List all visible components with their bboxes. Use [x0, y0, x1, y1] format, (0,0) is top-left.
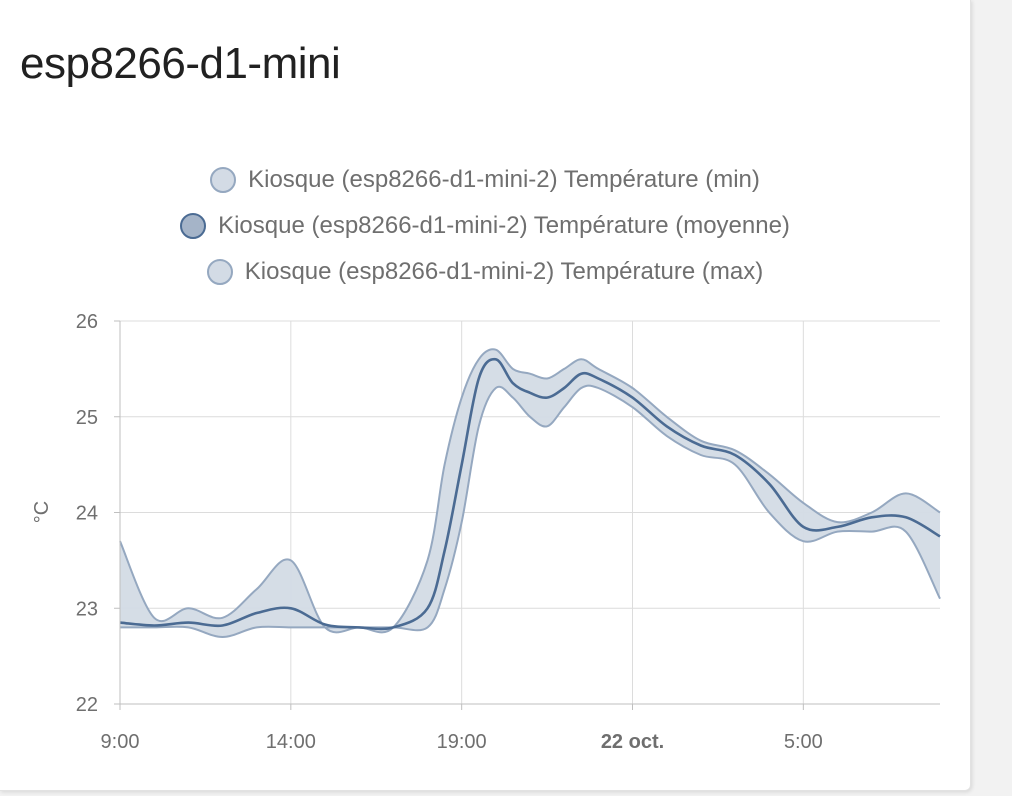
- y-tick-label: 23: [76, 598, 98, 620]
- y-axis-label: °C: [31, 501, 53, 523]
- legend-item-mean[interactable]: Kiosque (esp8266-d1-mini-2) Température …: [180, 210, 790, 242]
- temperature-chart[interactable]: 22 23 24 25 26 9:00 14:00 19:00 22 oct. 5:00 °C: [0, 300, 970, 780]
- series-line-max[interactable]: [119, 348, 941, 634]
- y-tick-label: 25: [76, 407, 98, 429]
- plot-layer: [119, 348, 941, 638]
- x-tick-label: 5:00: [784, 731, 823, 753]
- series-line-mean[interactable]: [119, 357, 941, 631]
- legend-swatch-mean: [180, 213, 207, 239]
- y-tick-label: 26: [76, 311, 98, 333]
- x-tick-label: 22 oct.: [601, 731, 664, 753]
- series-line-min[interactable]: [119, 384, 941, 638]
- legend-swatch-max: [206, 259, 233, 285]
- chart-legend: Kiosque (esp8266-d1-mini-2) Température …: [0, 164, 970, 288]
- x-tick-label: 9:00: [101, 731, 140, 753]
- y-tick-label: 22: [76, 694, 98, 716]
- legend-label-max: Kiosque (esp8266-d1-mini-2) Température …: [244, 258, 764, 285]
- legend-label-mean: Kiosque (esp8266-d1-mini-2) Température …: [218, 212, 790, 239]
- axis-layer: 22 23 24 25 26 9:00 14:00 19:00 22 oct. 5:00: [76, 311, 940, 753]
- legend-swatch-min: [210, 167, 237, 193]
- history-card: esp8266-d1-mini Kiosque (esp8266-d1-mini…: [0, 0, 971, 791]
- x-tick-label: 19:00: [437, 731, 487, 753]
- y-tick-label: 24: [76, 503, 98, 525]
- x-tick-label: 14:00: [266, 731, 316, 753]
- legend-item-min[interactable]: Kiosque (esp8266-d1-mini-2) Température …: [210, 164, 760, 196]
- legend-label-min: Kiosque (esp8266-d1-mini-2) Température …: [248, 166, 760, 193]
- card-title: esp8266-d1-mini: [20, 39, 341, 88]
- legend-item-max[interactable]: Kiosque (esp8266-d1-mini-2) Température …: [206, 256, 764, 288]
